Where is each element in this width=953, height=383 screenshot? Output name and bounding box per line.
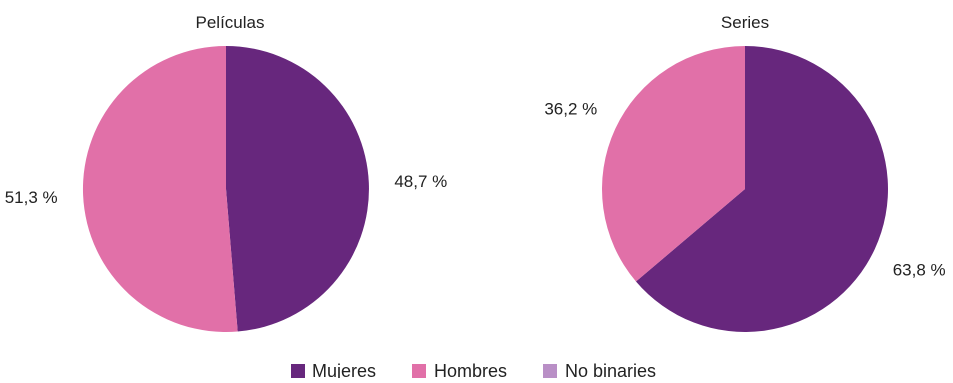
legend-swatch-mujeres — [291, 364, 305, 378]
chart-title-series: Series — [721, 13, 769, 32]
legend-label-mujeres: Mujeres — [312, 361, 376, 378]
pie-slice-series-mujeres — [635, 46, 888, 332]
pie-chart-peliculas: 48,7 % 51,3 % Películas — [5, 13, 447, 333]
legend-swatch-hombres — [412, 364, 426, 378]
data-label-peliculas-mujeres: 48,7 % — [394, 172, 447, 191]
chart-title-peliculas: Películas — [196, 13, 265, 32]
data-label-series-hombres: 36,2 % — [544, 99, 597, 118]
data-label-peliculas-hombres: 51,3 % — [5, 188, 58, 207]
legend-swatch-no-binaries — [543, 364, 557, 378]
pie-chart-series: 63,8 % 36,2 % Series — [544, 13, 946, 332]
legend-label-hombres: Hombres — [434, 361, 507, 378]
pie-slice-peliculas-mujeres — [226, 46, 369, 332]
data-label-series-mujeres: 63,8 % — [893, 261, 946, 280]
pie-slice-series-hombres — [601, 46, 745, 282]
legend: Mujeres Hombres No binaries — [291, 361, 656, 381]
legend-label-no-binaries: No binaries — [565, 361, 656, 378]
pie-slice-peliculas-hombres — [82, 46, 238, 333]
